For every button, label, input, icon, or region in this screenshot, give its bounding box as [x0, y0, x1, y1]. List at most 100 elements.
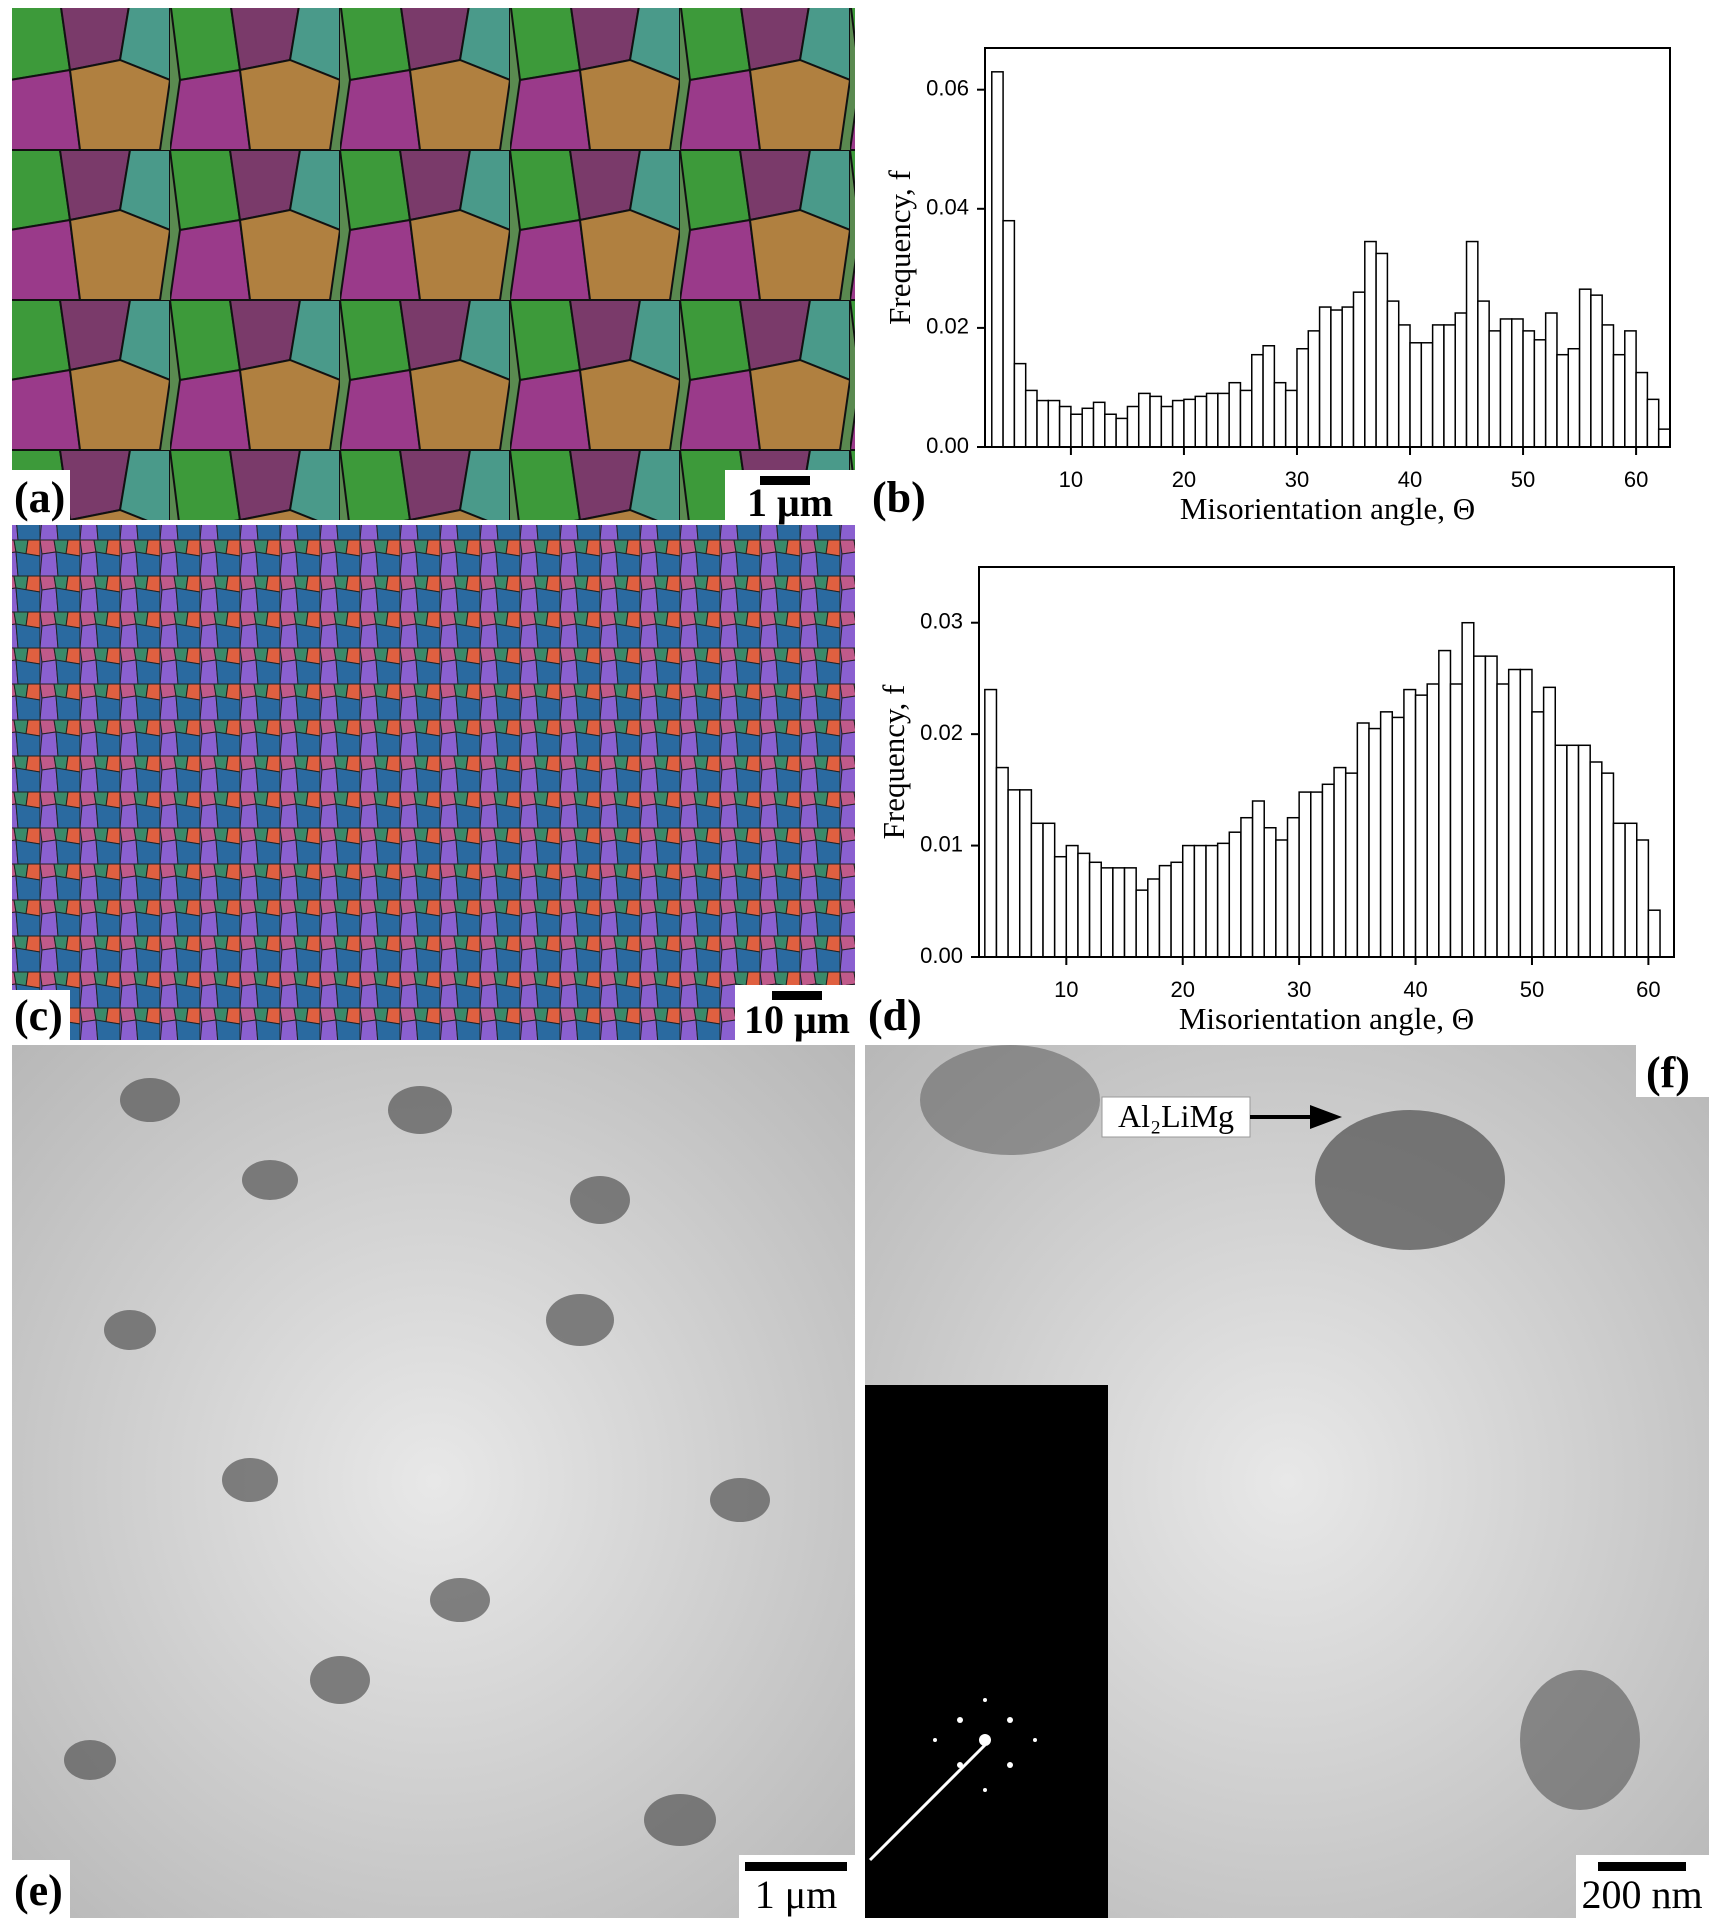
bar [1657, 428, 1671, 448]
bar [1137, 392, 1151, 448]
bar [1397, 324, 1411, 448]
bar [1567, 347, 1581, 448]
bar [1263, 826, 1277, 958]
x-axis-label: Misorientation angle, Θ [1180, 491, 1475, 526]
bar [1077, 852, 1091, 958]
bar [1590, 294, 1603, 448]
bar [1065, 844, 1079, 958]
x-tick-label: 50 [1511, 467, 1535, 492]
bar [1149, 395, 1163, 448]
bar [1284, 389, 1298, 448]
label-box [1636, 1045, 1709, 1097]
x-axis-label: Misorientation angle, Θ [1179, 1001, 1474, 1036]
bar [1533, 339, 1547, 448]
bar [1318, 306, 1332, 448]
label-box [0, 470, 70, 522]
bar [1409, 342, 1423, 448]
panel-label: (b) [872, 473, 926, 522]
x-tick-label: 60 [1636, 977, 1660, 1002]
scale-label: 1 μm [755, 1872, 838, 1917]
bar [1431, 324, 1445, 448]
bar [1449, 683, 1463, 958]
diffraction-inset [865, 1385, 1108, 1918]
bar [1018, 789, 1033, 958]
bar [1507, 668, 1522, 958]
bar [1058, 405, 1072, 448]
x-tick-label: 50 [1520, 977, 1544, 1002]
panel-label: (a) [14, 473, 65, 522]
particle [1315, 1110, 1505, 1250]
bar [1330, 309, 1343, 448]
bar [1544, 312, 1558, 448]
scale-bar [760, 476, 810, 485]
bar [1386, 300, 1400, 448]
bar [1477, 300, 1490, 448]
bar [1484, 655, 1498, 958]
bar [1194, 395, 1208, 448]
bar [1171, 399, 1185, 448]
bar [1646, 398, 1660, 448]
bar [995, 766, 1009, 958]
label-box [0, 1860, 70, 1918]
y-tick-label: 0.00 [920, 943, 963, 968]
bar [1070, 413, 1083, 448]
y-tick-label: 0.03 [920, 609, 963, 634]
bar [1007, 789, 1021, 958]
bar [1601, 324, 1615, 448]
bar [1036, 399, 1050, 448]
bar [1414, 694, 1428, 958]
bar [1205, 392, 1219, 448]
x-tick-label: 60 [1624, 467, 1648, 492]
bar [1147, 878, 1161, 958]
y-tick-label: 0.04 [926, 195, 969, 220]
particle [920, 1045, 1100, 1155]
scale-label: 200 nm [1581, 1872, 1702, 1917]
bar [1624, 330, 1637, 448]
bar [1454, 312, 1468, 448]
bar [1217, 392, 1230, 448]
arrowhead [1310, 1105, 1342, 1129]
scale-label: 1 μm [747, 480, 833, 525]
x-tick-label: 20 [1172, 467, 1196, 492]
bar [1251, 353, 1264, 448]
bar [1496, 683, 1510, 958]
particles [64, 1078, 770, 1846]
bar [1286, 816, 1300, 958]
bar [1170, 861, 1184, 958]
ebsd-map [12, 525, 855, 1040]
bar [1556, 353, 1570, 448]
bar [1333, 766, 1347, 958]
bar [1566, 744, 1580, 958]
bar [1251, 800, 1265, 958]
bar [1100, 867, 1114, 958]
y-tick-label: 0.00 [926, 433, 969, 458]
bar [1465, 240, 1479, 448]
bar [1160, 405, 1174, 448]
bar [1461, 621, 1475, 958]
bar [1635, 371, 1649, 448]
bar [1443, 324, 1456, 448]
y-tick-label: 0.06 [926, 75, 969, 100]
plot-frame [978, 566, 1675, 958]
bar [1275, 839, 1289, 958]
bar [1307, 330, 1321, 448]
panel-label: (e) [14, 1866, 63, 1915]
bar [1205, 844, 1219, 958]
bar [1181, 844, 1196, 958]
y-axis-label: Frequency, f [876, 684, 911, 839]
x-tick-label: 40 [1403, 977, 1427, 1002]
bar [984, 688, 998, 958]
panel-label: (d) [868, 991, 922, 1040]
bar [1273, 381, 1287, 448]
bar [1375, 252, 1389, 448]
bar [1601, 772, 1615, 958]
bar [991, 71, 1004, 448]
panel-label: (f) [1646, 1048, 1690, 1097]
bar [1183, 398, 1196, 448]
bar [1216, 842, 1231, 958]
bar [1123, 867, 1137, 958]
bar [1499, 318, 1513, 448]
bar [1112, 867, 1126, 958]
bar [1578, 288, 1592, 448]
